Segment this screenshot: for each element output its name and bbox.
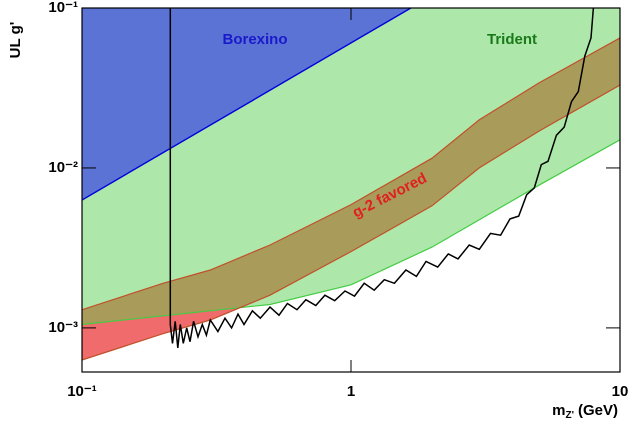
limit-curve (169, 8, 595, 348)
y-tick-label: 10⁻³ (48, 319, 78, 336)
y-tick-label: 10⁻¹ (48, 0, 78, 16)
region-label: Borexino (222, 31, 287, 48)
g2-lower-line (82, 84, 620, 361)
borexino-line (82, 8, 412, 201)
x-label-unit: (GeV) (578, 402, 618, 419)
y-axis-label: UL g' (7, 22, 24, 59)
region-label: Trident (487, 31, 537, 48)
trident-line (82, 139, 620, 326)
x-label-sub: Z' (565, 410, 574, 421)
axes: 10⁻¹ 1 10 10⁻³ 10⁻² 10⁻¹ (48, 0, 628, 400)
x-tick-label: 10 (612, 383, 629, 400)
y-tick-label: 10⁻² (48, 159, 78, 176)
g2-band-overlap (82, 37, 620, 325)
x-tick-label: 1 (347, 383, 355, 400)
x-tick-label: 10⁻¹ (67, 383, 97, 400)
x-axis-label: mZ' (GeV) (552, 402, 618, 421)
plot-area (82, 8, 620, 361)
x-label-main: m (552, 402, 565, 419)
g2-upper-line (82, 37, 620, 311)
